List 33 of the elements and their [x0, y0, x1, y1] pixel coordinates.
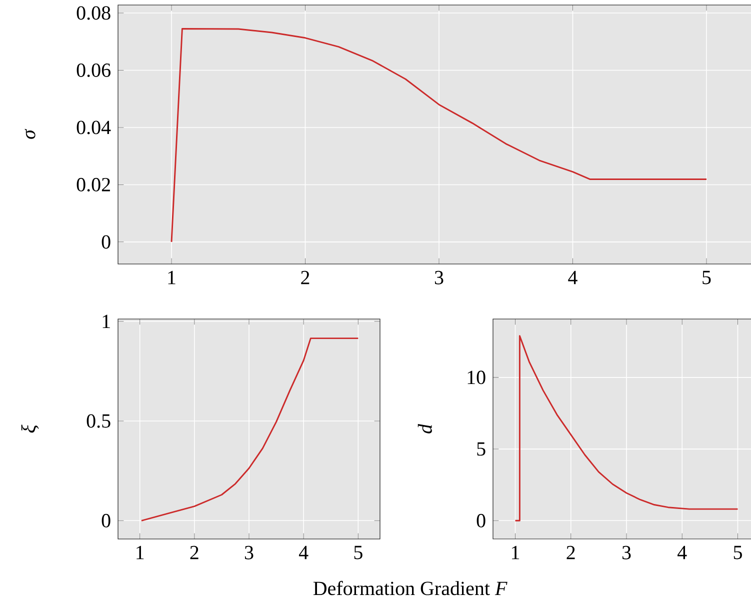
x-tick-label: 5 — [734, 546, 742, 560]
line-series — [140, 338, 359, 522]
y-tick-label: 0.04 — [76, 120, 111, 134]
y-axis-title: ξ — [21, 424, 39, 433]
x-tick-label: 4 — [568, 270, 578, 284]
y-tick-label: 0 — [102, 235, 110, 249]
y-axis-title: d — [418, 424, 432, 434]
x-tick-label: 3 — [622, 546, 631, 560]
x-tick-label: 4 — [678, 546, 687, 560]
y-axis-title: σ — [24, 128, 36, 139]
y-tick-label: 0.02 — [76, 178, 110, 192]
x-tick-label: 1 — [136, 546, 144, 560]
y-tick-label: 1 — [102, 314, 110, 328]
y-tick-label: 0.08 — [76, 6, 110, 20]
x-tick-label: 4 — [298, 546, 308, 560]
x-tick-label: 1 — [512, 546, 520, 560]
y-tick-label: 0.06 — [76, 63, 110, 78]
y-tick-label: 5 — [477, 442, 486, 456]
y-tick-label: 0.5 — [86, 414, 110, 428]
x-tick-label: 2 — [301, 270, 310, 284]
x-tick-label: 5 — [702, 270, 711, 284]
y-tick-label: 0 — [476, 514, 486, 528]
y-tick-label: 0 — [102, 514, 110, 528]
x-tick-label: 5 — [354, 546, 362, 560]
line-series — [514, 335, 738, 522]
x-tick-label: 3 — [244, 546, 254, 560]
line-series — [170, 28, 708, 243]
y-tick-label: 10 — [468, 370, 486, 384]
x-axis-title: Deformation Gradient F — [313, 580, 508, 596]
x-tick-label: 2 — [566, 546, 575, 560]
x-tick-label: 2 — [190, 546, 198, 560]
x-tick-label: 3 — [434, 270, 444, 284]
x-tick-label: 1 — [168, 270, 176, 284]
